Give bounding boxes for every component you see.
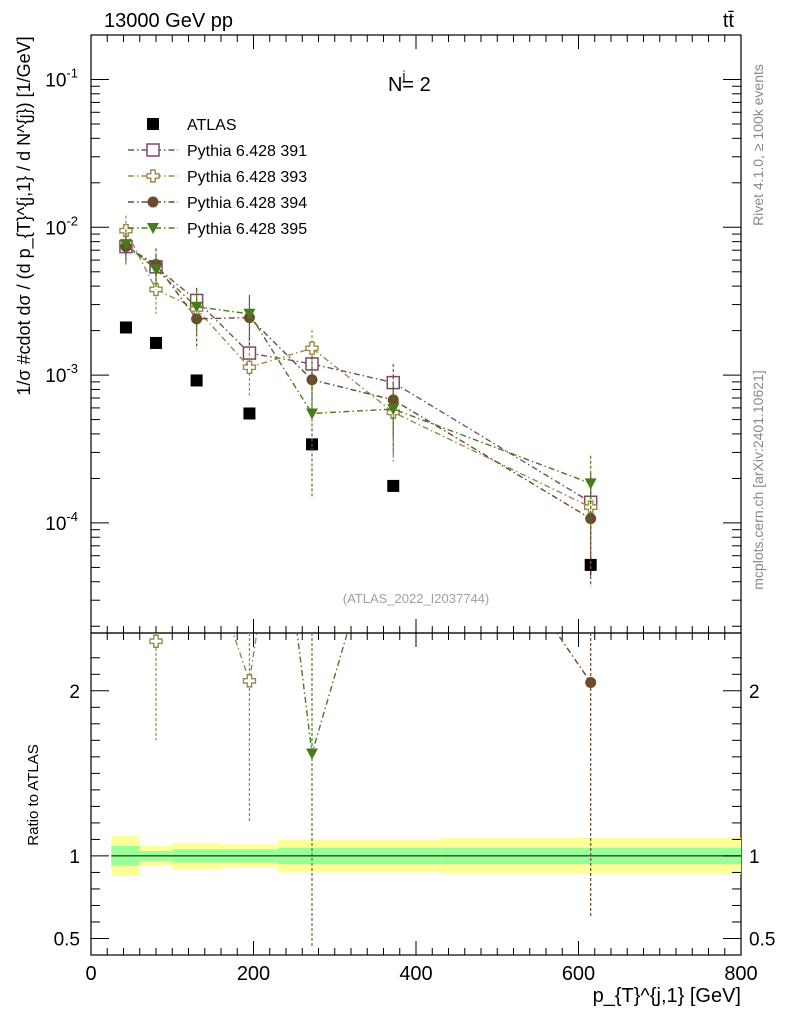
y-tick-label-exponent: -2 (66, 213, 78, 228)
y-tick-label-main: 10-4 (45, 509, 78, 535)
data-point (585, 677, 597, 689)
data-point (305, 341, 319, 355)
series-line (125, 243, 591, 485)
series-pythia-6-428-394 (556, 633, 597, 918)
analysis-id: (ATLAS_2022_I2037744) (343, 591, 489, 606)
series-line (125, 246, 592, 503)
main-y-axis-label: 1/σ #cdot dσ / (d p_{T}^{j,1} / d N^{j})… (14, 36, 35, 395)
x-tick-label: 400 (399, 963, 432, 985)
x-tick-label: 200 (237, 963, 270, 985)
data-point (306, 408, 318, 420)
data-point (242, 674, 257, 688)
njet-value: = 2 (402, 74, 430, 96)
data-point (149, 634, 163, 648)
legend-marker (147, 118, 159, 130)
series-line (125, 230, 592, 508)
data-point (150, 336, 162, 349)
y-tick-label-base: 10 (45, 366, 66, 387)
njet-superscript: j (401, 68, 405, 83)
series-atlas (119, 321, 597, 576)
mcplots-label: mcplots.cern.ch [arXiv:2401.10621] (750, 370, 766, 589)
data-point (243, 407, 256, 420)
legend-label: ATLAS (187, 117, 237, 134)
series-line (154, 633, 258, 682)
x-axis-label: p_{T}^{j,1} [GeV] (593, 985, 741, 1007)
legend: ATLAS Pythia 6.428 391 Pythia 6.428 393 Pyt… (128, 117, 307, 238)
data-point (242, 360, 257, 374)
process-label: tt̄ (723, 10, 735, 32)
x-tick-label: 600 (562, 963, 595, 985)
y-tick-label-base: 10 (45, 218, 66, 239)
ratio-series-layer (126, 195, 597, 947)
data-point (191, 313, 203, 325)
y-tick-label-ratio: 0.5 (54, 929, 80, 950)
ratio-y-axis-label: Ratio to ATLAS (25, 744, 42, 845)
y-tick-label-main: 10-3 (45, 361, 78, 387)
y-tick-label-ratio: 1 (69, 847, 80, 868)
legend-item: Pythia 6.428 391 (128, 143, 307, 160)
series-pythia-6-428-391 (126, 195, 591, 591)
legend-item: Pythia 6.428 393 (128, 169, 307, 186)
data-point (190, 301, 203, 313)
legend-item: Pythia 6.428 394 (128, 195, 307, 212)
y-tick-label-ratio: 2 (69, 682, 80, 703)
y-tick-label-main: 10-1 (45, 65, 78, 91)
legend-item: ATLAS (147, 117, 237, 134)
legend-marker (146, 169, 160, 183)
data-point (119, 239, 132, 251)
data-point (190, 374, 203, 387)
data-point (150, 264, 162, 276)
legend-marker (146, 143, 160, 157)
y-tick-label-ratio-right: 2 (749, 682, 760, 703)
x-tick-label: 0 (85, 963, 96, 985)
ratio-panel-frame (90, 632, 742, 956)
data-point (387, 479, 400, 492)
series-pythia-6-428-391 (119, 236, 598, 558)
y-tick-label-ratio-right: 1 (749, 847, 760, 868)
y-tick-label-base: 10 (45, 514, 66, 535)
legend-marker (147, 196, 159, 208)
data-point (387, 403, 400, 415)
njet-symbol: N (388, 74, 402, 96)
legend-item: Pythia 6.428 395 (128, 221, 307, 238)
series-pythia-6-428-394 (120, 232, 597, 587)
data-point (584, 558, 597, 571)
y-tick-label-exponent: -1 (66, 65, 78, 80)
series-line (556, 633, 592, 683)
main-series-layer (119, 215, 598, 587)
series-pythia-6-428-393 (149, 633, 258, 822)
data-point (119, 321, 132, 334)
energy-label: 13000 GeV pp (104, 10, 233, 32)
series-line (126, 195, 591, 591)
y-tick-label-exponent: -3 (66, 361, 78, 376)
x-tick-label: 800 (724, 963, 757, 985)
y-tick-label-ratio-right: 0.5 (749, 929, 775, 950)
legend-label: Pythia 6.428 391 (187, 143, 307, 160)
data-point (243, 308, 256, 320)
legend-label: Pythia 6.428 394 (187, 195, 307, 212)
data-point (306, 748, 318, 760)
y-tick-label-base: 10 (45, 70, 66, 91)
series-pythia-6-428-393 (119, 215, 598, 571)
njet-label: Nj= 2 (388, 68, 431, 96)
data-point (584, 478, 597, 490)
legend-label: Pythia 6.428 393 (187, 169, 307, 186)
y-tick-label-exponent: -4 (66, 509, 78, 524)
legend-marker (147, 223, 159, 234)
series-pythia-6-428-395 (119, 229, 597, 534)
rivet-version-label: Rivet 4.1.0, ≥ 100k events (750, 64, 766, 226)
legend-label: Pythia 6.428 395 (187, 221, 307, 238)
series-pythia-6-428-395 (296, 633, 349, 947)
y-tick-label-main: 10-2 (45, 213, 78, 239)
